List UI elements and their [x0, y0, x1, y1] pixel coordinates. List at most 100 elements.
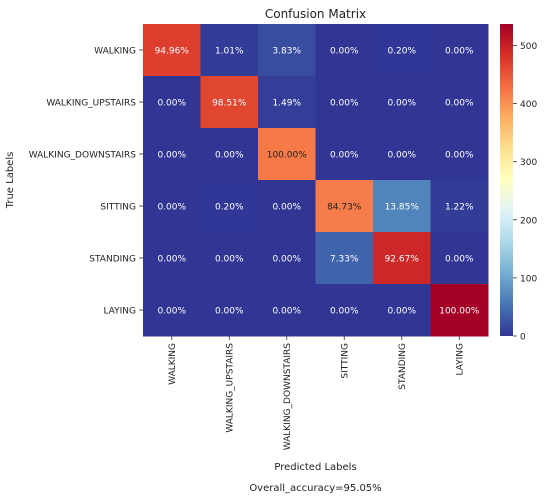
cell-value-label: 0.00%: [387, 99, 416, 109]
cell-value-label: 1.22%: [445, 203, 474, 213]
x-tick-label: SITTING: [340, 343, 350, 379]
cell-value-label: 0.00%: [445, 151, 474, 161]
heatmap-cell: [143, 128, 201, 181]
cell-value-label: 0.00%: [330, 47, 359, 57]
cell-value-label: 0.00%: [215, 151, 244, 161]
y-axis-label: True Labels: [5, 152, 16, 210]
chart-title: Confusion Matrix: [265, 7, 366, 21]
heatmap-cell: [430, 76, 489, 129]
heatmap-cell: [258, 232, 316, 285]
cell-value-label: 3.83%: [272, 47, 301, 57]
heatmap-cell: [430, 232, 489, 285]
colorbar-tick-label: 300: [520, 158, 537, 168]
heatmap-cell: [373, 284, 431, 337]
y-tick-label: WALKING: [94, 47, 136, 57]
cell-value-label: 7.33%: [330, 255, 359, 265]
heatmap-cell: [258, 76, 316, 129]
heatmap-cell: [143, 232, 201, 285]
y-tick-label: STANDING: [89, 255, 136, 265]
heatmap-cell: [143, 284, 201, 337]
heatmap-cell: [315, 284, 374, 337]
cell-value-label: 0.20%: [215, 203, 244, 213]
x-tick-labels: WALKING WALKING_UPSTAIRS WALKING_DOWNSTAIR…: [168, 336, 465, 451]
cell-value-label: 0.00%: [387, 151, 416, 161]
cell-value-label: 0.00%: [330, 99, 359, 109]
heatmap-cell: [315, 180, 374, 233]
y-tick-label: LAYING: [103, 307, 136, 317]
heatmap-cell: [430, 284, 489, 337]
cell-value-label: 0.00%: [215, 255, 244, 265]
heatmap-cell: [430, 24, 489, 77]
heatmap-cell: [143, 76, 201, 129]
cell-value-label: 0.00%: [215, 307, 244, 317]
cell-value-label: 0.00%: [445, 99, 474, 109]
cell-value-label: 0.00%: [272, 203, 301, 213]
x-tick-label: WALKING_DOWNSTAIRS: [283, 343, 293, 451]
heatmap-cell: [373, 76, 431, 129]
cell-value-label: 0.00%: [272, 255, 301, 265]
heatmap-cell: [373, 232, 431, 285]
cell-value-label: 0.00%: [330, 151, 359, 161]
heatmap-cell: [143, 24, 201, 77]
cell-value-label: 0.00%: [272, 307, 301, 317]
heatmap-cell: [430, 128, 489, 181]
cell-value-label: 0.00%: [157, 307, 186, 317]
colorbar-tick-label: 400: [520, 100, 537, 110]
cell-value-label: 94.96%: [155, 47, 190, 57]
heatmap-cell: [373, 24, 431, 77]
cell-value-label: 100.00%: [439, 307, 479, 317]
cell-value-label: 0.00%: [157, 99, 186, 109]
heatmap-grid: 94.96% 1.01% 3.83% 0.00% 0.20% 0.00% 0.00% 98.5…: [143, 24, 489, 337]
y-tick-label: WALKING_DOWNSTAIRS: [29, 151, 137, 161]
colorbar-ticks: 0 100 200 300 400 500: [513, 42, 537, 343]
y-tick-label: WALKING_UPSTAIRS: [46, 99, 136, 109]
heatmap-cell: [373, 128, 431, 181]
cell-value-label: 84.73%: [327, 203, 362, 213]
heatmap-cell: [258, 180, 316, 233]
heatmap-cell: [315, 128, 374, 181]
cell-value-label: 98.51%: [212, 99, 247, 109]
cell-value-label: 92.67%: [385, 255, 420, 265]
cell-value-label: 1.49%: [272, 99, 301, 109]
y-tick-label: SITTING: [100, 203, 136, 213]
heatmap-cell: [258, 24, 316, 77]
overall-accuracy-label: Overall_accuracy=95.05%: [249, 483, 381, 494]
cell-value-label: 13.85%: [385, 203, 420, 213]
y-tick-labels: WALKING WALKING_UPSTAIRS WALKING_DOWNSTAIR…: [29, 47, 143, 317]
heatmap-cell: [315, 24, 374, 77]
colorbar: [500, 24, 513, 336]
colorbar-tick-label: 200: [520, 216, 537, 226]
heatmap-cell: [200, 232, 259, 285]
heatmap-cell: [200, 180, 259, 233]
heatmap-cell: [373, 180, 431, 233]
cell-value-label: 0.00%: [445, 255, 474, 265]
heatmap-cell: [200, 128, 259, 181]
heatmap-cell: [143, 180, 201, 233]
x-tick-label: WALKING_UPSTAIRS: [225, 343, 235, 433]
cell-value-label: 0.00%: [157, 151, 186, 161]
heatmap-cell: [315, 76, 374, 129]
cell-value-label: 100.00%: [267, 151, 307, 161]
x-tick-label: WALKING: [168, 343, 178, 385]
colorbar-tick-label: 500: [520, 42, 537, 52]
cell-value-label: 0.00%: [387, 307, 416, 317]
x-tick-label: LAYING: [455, 343, 465, 376]
heatmap-cell: [200, 284, 259, 337]
cell-value-label: 0.00%: [157, 203, 186, 213]
cell-value-label: 0.00%: [330, 307, 359, 317]
heatmap-cell: [258, 128, 316, 181]
colorbar-tick-label: 0: [520, 333, 526, 343]
heatmap-cell: [430, 180, 489, 233]
heatmap-cell: [315, 232, 374, 285]
cell-value-label: 0.20%: [387, 47, 416, 57]
heatmap-cell: [200, 24, 259, 77]
cell-value-label: 0.00%: [445, 47, 474, 57]
cell-value-label: 1.01%: [215, 47, 244, 57]
colorbar-tick-label: 100: [520, 274, 537, 284]
x-tick-label: STANDING: [398, 343, 408, 390]
heatmap-cell: [200, 76, 259, 129]
x-axis-label: Predicted Labels: [274, 462, 356, 473]
heatmap-cell: [258, 284, 316, 337]
cell-value-label: 0.00%: [157, 255, 186, 265]
